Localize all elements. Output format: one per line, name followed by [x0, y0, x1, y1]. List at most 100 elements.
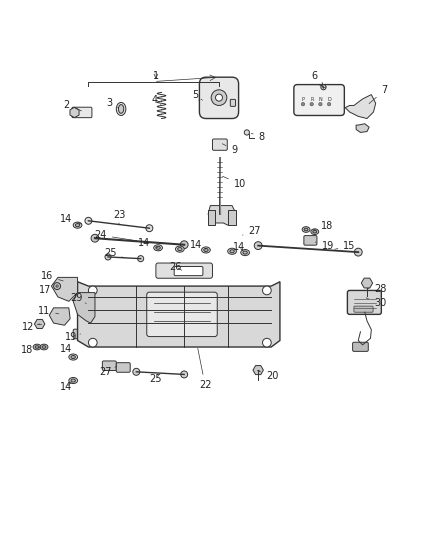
Text: 28: 28 [367, 284, 387, 294]
FancyBboxPatch shape [294, 85, 344, 116]
Ellipse shape [69, 354, 78, 360]
Circle shape [244, 130, 250, 135]
Text: 14: 14 [60, 383, 72, 392]
Ellipse shape [71, 356, 75, 359]
FancyBboxPatch shape [73, 329, 86, 339]
Text: N: N [318, 98, 322, 102]
Ellipse shape [33, 344, 41, 350]
Circle shape [321, 85, 326, 90]
Ellipse shape [302, 227, 310, 232]
FancyBboxPatch shape [230, 99, 236, 107]
Ellipse shape [40, 344, 48, 350]
FancyBboxPatch shape [72, 107, 92, 118]
Circle shape [310, 102, 314, 106]
Circle shape [88, 338, 97, 347]
FancyBboxPatch shape [212, 139, 227, 150]
Polygon shape [73, 293, 95, 323]
Text: 14: 14 [138, 238, 158, 248]
Text: 7: 7 [369, 85, 388, 103]
Ellipse shape [69, 377, 78, 384]
Text: 15: 15 [335, 240, 356, 251]
Circle shape [148, 298, 159, 309]
Ellipse shape [35, 346, 39, 349]
Text: R: R [310, 98, 314, 102]
Ellipse shape [75, 224, 80, 227]
Ellipse shape [116, 102, 126, 116]
Text: 27: 27 [243, 226, 261, 236]
Ellipse shape [241, 249, 250, 256]
Circle shape [146, 225, 153, 232]
Text: 16: 16 [41, 271, 63, 281]
FancyBboxPatch shape [199, 77, 239, 118]
Polygon shape [208, 210, 215, 225]
Circle shape [319, 102, 322, 106]
Circle shape [181, 371, 187, 378]
Circle shape [262, 338, 271, 347]
Text: 14: 14 [60, 214, 81, 224]
Text: 26: 26 [170, 262, 182, 271]
Polygon shape [78, 282, 280, 347]
Text: D: D [327, 98, 331, 102]
Ellipse shape [118, 104, 124, 114]
Circle shape [301, 102, 305, 106]
Text: 8: 8 [251, 132, 265, 142]
Text: 22: 22 [198, 349, 211, 390]
Circle shape [138, 256, 144, 262]
Ellipse shape [71, 379, 75, 382]
FancyBboxPatch shape [102, 361, 116, 370]
Ellipse shape [201, 99, 204, 101]
Circle shape [201, 322, 211, 333]
Text: 17: 17 [39, 286, 57, 295]
Polygon shape [49, 308, 70, 325]
FancyBboxPatch shape [147, 292, 217, 336]
Circle shape [327, 102, 331, 106]
Text: 24: 24 [95, 230, 137, 241]
Ellipse shape [154, 245, 162, 251]
Ellipse shape [42, 346, 46, 349]
FancyBboxPatch shape [304, 236, 317, 245]
Text: 18: 18 [313, 221, 333, 231]
Polygon shape [51, 277, 78, 301]
Circle shape [215, 94, 223, 101]
Text: 11: 11 [38, 306, 59, 316]
Text: 14: 14 [190, 240, 206, 250]
FancyBboxPatch shape [116, 362, 130, 372]
Polygon shape [228, 210, 237, 225]
Circle shape [105, 254, 111, 260]
Ellipse shape [230, 250, 234, 253]
Circle shape [56, 285, 58, 287]
Text: P: P [301, 98, 304, 102]
Text: 10: 10 [223, 176, 246, 189]
Text: 9: 9 [223, 144, 237, 155]
Text: 4: 4 [152, 95, 162, 106]
Text: 29: 29 [70, 293, 86, 303]
Ellipse shape [228, 248, 237, 254]
FancyBboxPatch shape [347, 290, 381, 314]
Text: 14: 14 [233, 242, 245, 252]
FancyBboxPatch shape [354, 306, 373, 312]
Text: 1: 1 [153, 71, 159, 81]
Polygon shape [208, 206, 237, 225]
FancyBboxPatch shape [353, 342, 368, 351]
Text: 3: 3 [106, 98, 119, 108]
Ellipse shape [176, 246, 184, 252]
Text: 19: 19 [65, 332, 81, 342]
Text: 23: 23 [113, 210, 126, 225]
Circle shape [354, 248, 362, 256]
Ellipse shape [311, 229, 319, 235]
Polygon shape [345, 94, 376, 118]
Ellipse shape [304, 228, 308, 231]
Circle shape [262, 286, 271, 295]
Text: 6: 6 [312, 71, 323, 86]
Text: 14: 14 [60, 344, 73, 357]
Circle shape [201, 298, 211, 309]
Text: 25: 25 [150, 374, 162, 384]
Ellipse shape [201, 247, 210, 253]
Ellipse shape [73, 222, 82, 228]
Text: 30: 30 [366, 298, 386, 309]
Ellipse shape [243, 251, 247, 254]
Text: 2: 2 [64, 100, 81, 111]
Circle shape [133, 368, 140, 375]
Circle shape [88, 286, 97, 295]
Text: 19: 19 [315, 240, 334, 251]
